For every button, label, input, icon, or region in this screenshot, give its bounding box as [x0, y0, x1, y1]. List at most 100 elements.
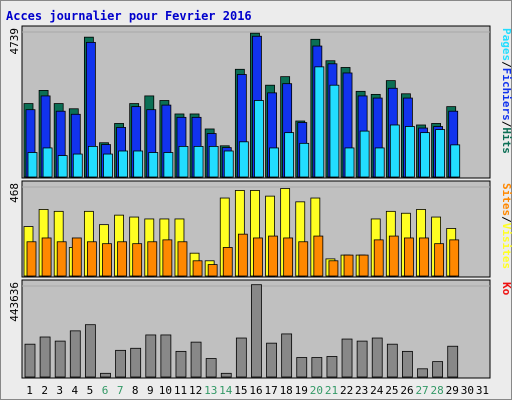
bar-middle-sites-day-2	[41, 237, 52, 277]
bar-bottom-ko-day-8	[130, 347, 142, 378]
x-tick-label-day-28: 28	[431, 384, 444, 397]
bar-top-pages-day-18	[284, 132, 295, 178]
bar-bottom-ko-day-5	[84, 324, 96, 378]
x-tick-label-day-25: 25	[385, 384, 398, 397]
chart-title: Acces journalier pour Fevrier 2016	[6, 9, 252, 23]
bar-top-pages-day-8	[133, 150, 144, 178]
bar-bottom-ko-day-28	[432, 361, 444, 378]
bar-top-pages-day-17	[269, 147, 279, 178]
bar-top-pages-day-1	[27, 152, 38, 178]
bar-bottom-ko-day-16	[251, 284, 262, 378]
x-tick-label-day-22: 22	[340, 384, 353, 397]
bar-bottom-ko-day-20	[311, 357, 323, 378]
legend-entry: Hits	[500, 127, 512, 154]
x-tick-label-day-5: 5	[87, 384, 94, 397]
bar-bottom-ko-day-21	[326, 356, 338, 378]
bar-top-pages-day-7	[118, 150, 128, 178]
bar-bottom-ko-day-6	[100, 372, 111, 378]
bar-top-pages-day-23	[359, 130, 370, 178]
bar-bottom-ko-day-2	[39, 336, 51, 378]
bar-top-pages-day-26	[405, 126, 415, 178]
bar-middle-sites-day-8	[132, 243, 143, 277]
bar-middle-sites-day-16	[253, 237, 263, 277]
panel-bottom: 443636 Ko	[8, 279, 512, 379]
legend-entry: /	[500, 216, 512, 223]
bar-top-pages-day-29	[450, 144, 461, 178]
bar-bottom-ko-day-29	[447, 345, 459, 378]
bar-bottom-ko-day-23	[356, 340, 368, 378]
x-tick-label-day-14: 14	[219, 384, 233, 397]
x-tick-label-day-7: 7	[117, 384, 124, 397]
panel-top-ytick-label: 4739	[8, 28, 21, 55]
bar-top-pages-day-19	[299, 142, 310, 178]
bar-middle-sites-day-25	[388, 235, 399, 277]
bar-bottom-ko-day-25	[386, 343, 398, 378]
bar-top-pages-day-11	[178, 146, 189, 178]
bar-middle-sites-day-17	[268, 235, 278, 277]
bar-middle-sites-day-27	[419, 237, 429, 277]
panel-bottom-legend: Ko	[500, 282, 512, 296]
bar-bottom-ko-day-14	[220, 372, 232, 378]
legend-entry: /	[500, 121, 512, 128]
bar-top-pages-day-27	[420, 132, 430, 178]
bar-bottom-ko-day-7	[115, 349, 126, 378]
x-tick-label-day-8: 8	[132, 384, 139, 397]
x-tick-label-day-24: 24	[370, 384, 384, 397]
bar-bottom-ko-day-19	[296, 357, 308, 378]
bar-middle-sites-day-28	[434, 243, 445, 277]
x-tick-label-day-9: 9	[147, 384, 154, 397]
panel-top-legend: Pages/Fichiers/Hits	[500, 28, 512, 154]
x-tick-label-day-12: 12	[189, 384, 202, 397]
x-tick-label-day-11: 11	[174, 384, 187, 397]
bar-bottom-ko-day-12	[190, 341, 202, 378]
x-tick-label-day-20: 20	[310, 384, 323, 397]
bar-middle-sites-day-23	[358, 254, 369, 277]
bar-bottom-ko-day-27	[417, 368, 428, 378]
x-tick-label-day-6: 6	[102, 384, 109, 397]
x-tick-label-day-26: 26	[400, 384, 413, 397]
x-tick-label-day-18: 18	[280, 384, 293, 397]
x-tick-label-day-27: 27	[415, 384, 428, 397]
bar-top-pages-day-13	[208, 146, 219, 178]
bar-middle-sites-day-14	[222, 247, 233, 277]
legend-entry: Pages	[500, 28, 512, 61]
x-tick-label-day-15: 15	[234, 384, 247, 397]
bar-top-pages-day-28	[435, 129, 446, 178]
bar-top-pages-day-14	[223, 150, 234, 178]
x-tick-label-day-1: 1	[26, 384, 33, 397]
bar-bottom-ko-day-13	[205, 358, 217, 378]
bar-middle-sites-day-13	[207, 264, 218, 277]
bar-top-pages-day-20	[314, 66, 325, 178]
bar-middle-sites-day-24	[373, 239, 384, 277]
x-tick-label-day-31: 31	[476, 384, 489, 397]
bar-bottom-ko-day-4	[69, 330, 81, 378]
bar-bottom-ko-day-3	[54, 340, 66, 378]
x-tick-label-day-29: 29	[446, 384, 459, 397]
bar-bottom-ko-day-15	[235, 337, 247, 378]
x-tick-label-day-21: 21	[325, 384, 338, 397]
bar-top-pages-day-10	[163, 152, 174, 178]
x-tick-label-day-13: 13	[204, 384, 217, 397]
bar-middle-sites-day-22	[343, 254, 354, 277]
x-tick-label-day-10: 10	[159, 384, 172, 397]
x-tick-label-day-4: 4	[72, 384, 79, 397]
bar-middle-sites-day-10	[162, 239, 173, 277]
bar-middle-sites-day-21	[328, 260, 339, 277]
bar-middle-sites-day-26	[404, 237, 414, 277]
x-tick-label-day-30: 30	[461, 384, 474, 397]
bar-bottom-ko-day-24	[371, 337, 383, 378]
bar-top-pages-day-6	[103, 153, 113, 178]
bar-top-pages-day-9	[148, 152, 159, 178]
bar-top-pages-day-16	[254, 100, 264, 178]
bar-top-pages-day-24	[374, 147, 385, 178]
legend-entry: Fichiers	[500, 68, 512, 121]
bar-top-pages-day-22	[344, 147, 355, 178]
bar-top-pages-day-21	[329, 84, 340, 178]
bar-bottom-ko-day-9	[145, 334, 157, 378]
legend-entry: Ko	[500, 282, 512, 296]
bar-middle-sites-day-3	[56, 241, 67, 277]
x-tick-label-day-17: 17	[264, 384, 277, 397]
